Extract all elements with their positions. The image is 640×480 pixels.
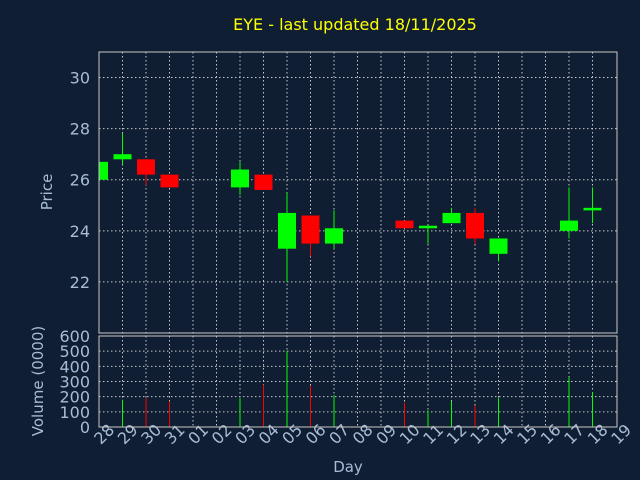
candle-body [395,220,414,229]
price-tick-label: 22 [70,273,90,292]
candlestick-series [98,133,602,282]
volume-gridlines [99,336,617,427]
day-axis-label: Day [333,458,363,476]
candle-body [99,161,108,180]
price-tick-label: 24 [70,222,90,241]
candle-body [301,215,320,244]
candle-body [278,212,296,249]
price-axis-label: Price [38,174,56,211]
candle-body [442,212,461,224]
volume-tick-label: 200 [59,388,90,407]
price-tick-labels: 22 24 26 28 30 [70,69,90,292]
candle-body [113,154,132,160]
day-tick-labels: 2829303101020304050607080910111213141516… [90,420,635,448]
candle-body [560,220,578,231]
volume-tick-label: 500 [59,342,90,361]
day-tick-label: 19 [607,420,635,448]
price-tick-label: 26 [70,171,90,190]
price-plot-frame [98,51,618,334]
volume-tick-label: 400 [59,357,90,376]
volume-tick-label: 600 [59,327,90,346]
candle-body [325,228,343,244]
candle-body [466,212,484,239]
chart-title: EYE - last updated 18/11/2025 [233,15,477,34]
price-tick-label: 28 [70,120,90,139]
candle-body [231,169,249,188]
price-tick-label: 30 [70,69,90,88]
volume-series [122,351,593,427]
volume-tick-label: 300 [59,373,90,392]
candle-body [160,174,179,188]
candle-body [419,225,437,229]
candle-body [583,207,602,211]
volume-plot-frame [98,335,618,428]
price-gridlines [99,52,617,333]
candle-body [137,159,155,175]
volume-tick-label: 0 [80,418,90,437]
volume-axis-label: Volume (0000) [29,326,47,436]
candle-body [254,174,273,190]
candle-body [489,238,508,254]
volume-tick-label: 100 [59,403,90,422]
